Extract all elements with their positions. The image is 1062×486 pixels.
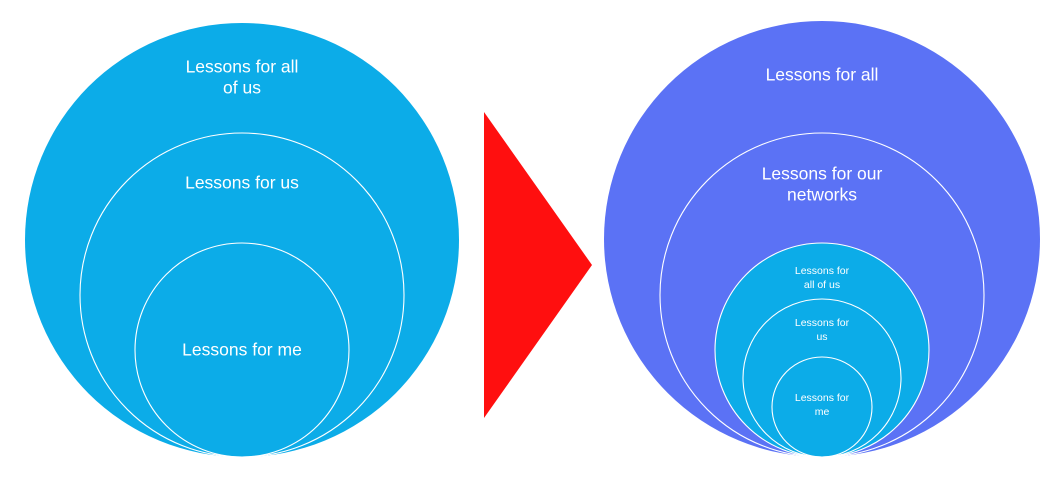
before-label-all-of-us-line2: of us <box>223 78 261 98</box>
after-label-me-line2: me <box>815 406 830 418</box>
after-label-me-line1: Lessons for <box>795 392 850 404</box>
after-label-networks-line2: networks <box>787 185 857 205</box>
after-label-all-of-us-line1: Lessons for <box>795 265 850 277</box>
before-circle-lessons-for-all-of-us[interactable] <box>25 23 459 457</box>
transformation-arrow-icon <box>484 112 592 418</box>
after-label-us-line1: Lessons for <box>795 317 850 329</box>
after-panel: Lessons for all Lessons for our networks… <box>604 21 1040 458</box>
after-label-us-line2: us <box>816 331 827 343</box>
after-circle-lessons-for-me[interactable] <box>771 356 873 458</box>
before-label-me: Lessons for me <box>182 340 302 360</box>
after-circle-lessons-for-all[interactable] <box>604 21 1040 457</box>
before-label-all-of-us-line1: Lessons for all <box>186 57 299 77</box>
after-label-all-of-us-line2: all of us <box>804 279 840 291</box>
before-panel: Lessons for all of us Lessons for us Les… <box>25 23 459 458</box>
after-label-all: Lessons for all <box>766 65 879 85</box>
after-label-networks-line1: Lessons for our <box>762 164 883 184</box>
before-circle-lessons-for-me[interactable] <box>134 242 350 458</box>
before-label-us: Lessons for us <box>185 173 299 193</box>
